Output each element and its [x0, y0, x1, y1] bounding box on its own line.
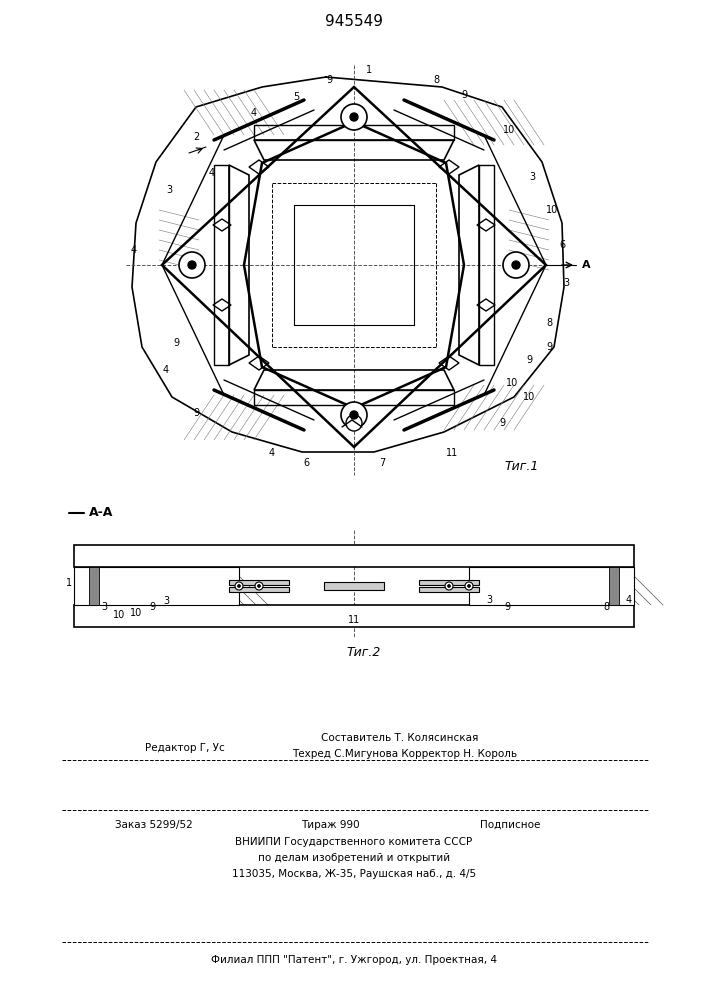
Polygon shape	[324, 582, 384, 590]
Text: 9: 9	[461, 90, 467, 100]
Text: 4: 4	[131, 245, 137, 255]
Polygon shape	[419, 580, 479, 585]
Circle shape	[350, 411, 358, 419]
Text: 8: 8	[546, 318, 552, 328]
Text: 3: 3	[529, 172, 535, 182]
Text: 8: 8	[603, 602, 609, 612]
Text: 9: 9	[504, 602, 510, 612]
Text: 4: 4	[163, 365, 169, 375]
Circle shape	[350, 113, 358, 121]
Text: 7: 7	[379, 458, 385, 468]
Text: 11: 11	[348, 615, 360, 625]
Polygon shape	[609, 567, 619, 605]
Text: по делам изобретений и открытий: по делам изобретений и открытий	[258, 853, 450, 863]
Text: 10: 10	[503, 125, 515, 135]
Text: 10: 10	[113, 610, 125, 620]
Circle shape	[445, 582, 453, 590]
Text: 3: 3	[101, 602, 107, 612]
Text: 9: 9	[326, 75, 332, 85]
Polygon shape	[419, 587, 479, 592]
Text: A: A	[582, 260, 590, 270]
Circle shape	[255, 582, 263, 590]
Text: 9: 9	[526, 355, 532, 365]
Text: 3: 3	[486, 595, 492, 605]
Text: 1: 1	[366, 65, 372, 75]
Text: 4: 4	[251, 108, 257, 118]
Circle shape	[235, 582, 243, 590]
Text: 1: 1	[66, 578, 72, 588]
Text: Редактор Г, Ус: Редактор Г, Ус	[145, 743, 225, 753]
Text: 8: 8	[433, 75, 439, 85]
Text: 3: 3	[163, 596, 169, 606]
Text: 9: 9	[499, 418, 505, 428]
Circle shape	[179, 252, 205, 278]
Circle shape	[512, 261, 520, 269]
Polygon shape	[229, 587, 289, 592]
Circle shape	[346, 415, 362, 431]
Text: Τиг.1: Τиг.1	[505, 460, 539, 474]
Text: 10: 10	[130, 608, 142, 618]
Circle shape	[448, 584, 450, 587]
Text: 3: 3	[166, 185, 172, 195]
Text: 10: 10	[506, 378, 518, 388]
Polygon shape	[74, 605, 634, 627]
Text: Техред С.Мигунова Корректор Н. Король: Техред С.Мигунова Корректор Н. Король	[293, 749, 518, 759]
Text: 4: 4	[209, 168, 215, 178]
Circle shape	[341, 402, 367, 428]
Text: Τиг.2: Τиг.2	[347, 646, 381, 658]
Text: Заказ 5299/52: Заказ 5299/52	[115, 820, 193, 830]
Polygon shape	[74, 545, 634, 567]
Text: 5: 5	[293, 92, 299, 102]
Circle shape	[467, 584, 470, 587]
Text: 9: 9	[149, 602, 155, 612]
Text: 4: 4	[626, 595, 632, 605]
Text: 945549: 945549	[325, 14, 383, 29]
Circle shape	[465, 582, 473, 590]
Text: Тираж 990: Тираж 990	[300, 820, 359, 830]
Text: 9: 9	[173, 338, 179, 348]
Text: 6: 6	[559, 240, 565, 250]
Circle shape	[238, 584, 240, 587]
Text: 10: 10	[523, 392, 535, 402]
Circle shape	[503, 252, 529, 278]
Text: Составитель Т. Колясинская: Составитель Т. Колясинская	[321, 733, 479, 743]
Circle shape	[257, 584, 260, 587]
Text: Подписное: Подписное	[480, 820, 540, 830]
Circle shape	[188, 261, 196, 269]
Circle shape	[341, 104, 367, 130]
Text: 10: 10	[546, 205, 558, 215]
Text: 9: 9	[546, 342, 552, 352]
Text: 2: 2	[193, 132, 199, 142]
Text: 11: 11	[446, 448, 458, 458]
Text: ВНИИПИ Государственного комитета СССР: ВНИИПИ Государственного комитета СССР	[235, 837, 472, 847]
Text: 3: 3	[563, 278, 569, 288]
Text: 9: 9	[193, 408, 199, 418]
Text: 6: 6	[303, 458, 309, 468]
Text: 2: 2	[88, 595, 94, 605]
Text: 4: 4	[269, 448, 275, 458]
Polygon shape	[469, 567, 634, 605]
Text: Филиал ППП "Патент", г. Ужгород, ул. Проектная, 4: Филиал ППП "Патент", г. Ужгород, ул. Про…	[211, 955, 497, 965]
Polygon shape	[89, 567, 99, 605]
Polygon shape	[229, 580, 289, 585]
Polygon shape	[74, 567, 239, 605]
Text: 113035, Москва, Ж-35, Раушская наб., д. 4/5: 113035, Москва, Ж-35, Раушская наб., д. …	[232, 869, 476, 879]
Text: A-A: A-A	[89, 506, 113, 520]
